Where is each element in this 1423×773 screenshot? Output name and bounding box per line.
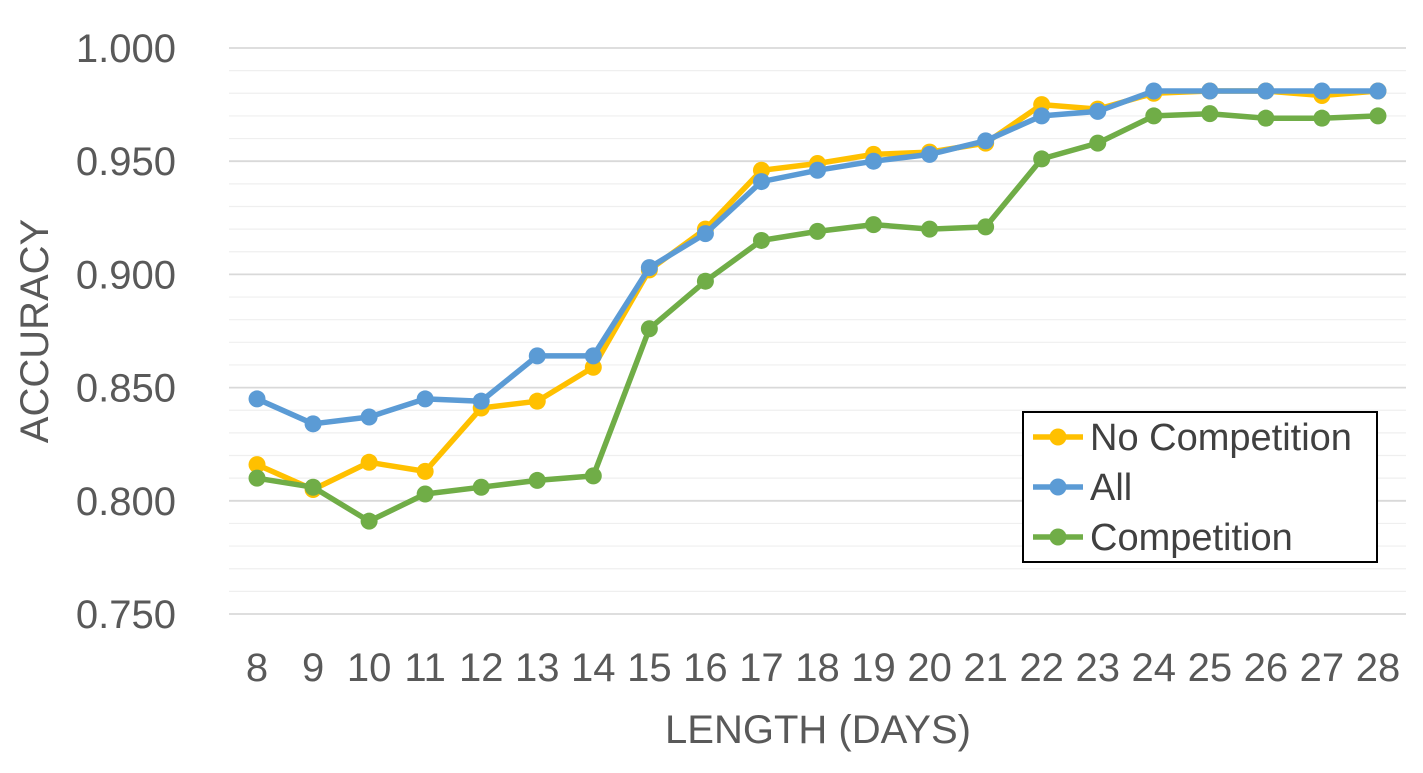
x-tick-label: 17 (739, 646, 784, 690)
data-point (416, 462, 434, 480)
data-point (1089, 102, 1107, 120)
x-axis-title: LENGTH (DAYS) (665, 708, 971, 752)
data-point (1201, 82, 1219, 100)
data-point (248, 390, 266, 408)
x-tick-label: 26 (1244, 646, 1289, 690)
data-point (640, 259, 658, 277)
y-tick-label: 0.900 (76, 253, 176, 297)
data-point (921, 145, 939, 163)
y-tick-label: 0.750 (76, 593, 176, 637)
x-tick-label: 25 (1188, 646, 1233, 690)
data-point (921, 220, 939, 238)
data-point (752, 173, 770, 191)
legend-marker (1049, 478, 1067, 496)
y-tick-label: 1.000 (76, 27, 176, 71)
x-tick-label: 13 (515, 646, 560, 690)
data-point (1145, 107, 1163, 125)
data-point (304, 415, 322, 433)
legend-marker (1049, 528, 1067, 546)
data-point (1145, 82, 1163, 100)
data-point (248, 456, 266, 474)
data-point (360, 512, 378, 530)
data-point (752, 231, 770, 249)
data-point (472, 478, 490, 496)
data-point (528, 392, 546, 410)
data-point (977, 132, 995, 150)
x-tick-label: 20 (907, 646, 952, 690)
series-competition (248, 105, 1387, 530)
legend-label: All (1090, 467, 1132, 509)
data-point (1033, 150, 1051, 168)
data-point (360, 453, 378, 471)
x-tick-label: 19 (851, 646, 896, 690)
x-tick-label: 22 (1019, 646, 1064, 690)
data-point (809, 161, 826, 179)
data-point (1257, 82, 1275, 100)
data-point (528, 347, 546, 365)
data-point (977, 218, 995, 236)
x-tick-label: 24 (1132, 646, 1177, 690)
data-point (1257, 109, 1275, 127)
data-point (809, 222, 826, 240)
data-point (696, 225, 714, 243)
data-point (584, 347, 602, 365)
y-axis-title: ACCURACY (13, 219, 57, 443)
data-point (248, 469, 266, 487)
legend-entry: All (1033, 467, 1132, 509)
series-all (248, 82, 1387, 433)
series-line (254, 88, 1381, 427)
data-point (416, 390, 434, 408)
x-tick-label: 21 (963, 646, 1008, 690)
x-tick-label: 9 (302, 646, 324, 690)
x-tick-label: 15 (627, 646, 672, 690)
x-tick-label: 18 (795, 646, 840, 690)
x-tick-label: 14 (571, 646, 616, 690)
y-tick-label: 0.850 (76, 367, 176, 411)
data-point (416, 485, 434, 503)
x-tick-label: 10 (347, 646, 392, 690)
legend-label: No Competition (1090, 417, 1352, 459)
x-tick-label: 23 (1075, 646, 1120, 690)
x-tick-label: 12 (459, 646, 504, 690)
legend-entry: No Competition (1033, 417, 1352, 459)
x-tick-label: 11 (404, 646, 446, 690)
data-point (1033, 107, 1051, 125)
x-axis-tick-labels: 8 9 10 11 12 13 14 15 16 17 18 19 20 21 22 23 24 25 26 27 28 (246, 646, 1400, 690)
y-tick-label: 0.950 (76, 140, 176, 184)
y-tick-label: 0.800 (76, 480, 176, 524)
data-point (640, 320, 658, 338)
data-point (1369, 82, 1387, 100)
x-tick-label: 16 (683, 646, 728, 690)
y-axis-tick-labels: 0.750 0.800 0.850 0.900 0.950 1.000 (76, 27, 176, 637)
data-point (1313, 82, 1331, 100)
data-point (528, 471, 546, 489)
data-point (1201, 105, 1219, 123)
data-point (1089, 134, 1107, 152)
data-point (696, 272, 714, 290)
data-point (865, 216, 883, 234)
x-tick-label: 8 (246, 646, 268, 690)
data-point (360, 408, 378, 426)
series-layer (248, 82, 1387, 530)
data-point (472, 392, 490, 410)
x-tick-label: 27 (1300, 646, 1345, 690)
legend-marker (1049, 428, 1067, 446)
data-point (584, 467, 602, 485)
legend-entry: Competition (1033, 517, 1293, 559)
data-point (304, 478, 322, 496)
legend-entries: No Competition All Competition (1033, 417, 1352, 559)
data-point (1313, 109, 1331, 127)
legend: No Competition All Competition (1022, 411, 1378, 563)
x-tick-label: 28 (1356, 646, 1401, 690)
data-point (1369, 107, 1387, 125)
legend-label: Competition (1090, 517, 1293, 559)
data-point (865, 152, 883, 170)
